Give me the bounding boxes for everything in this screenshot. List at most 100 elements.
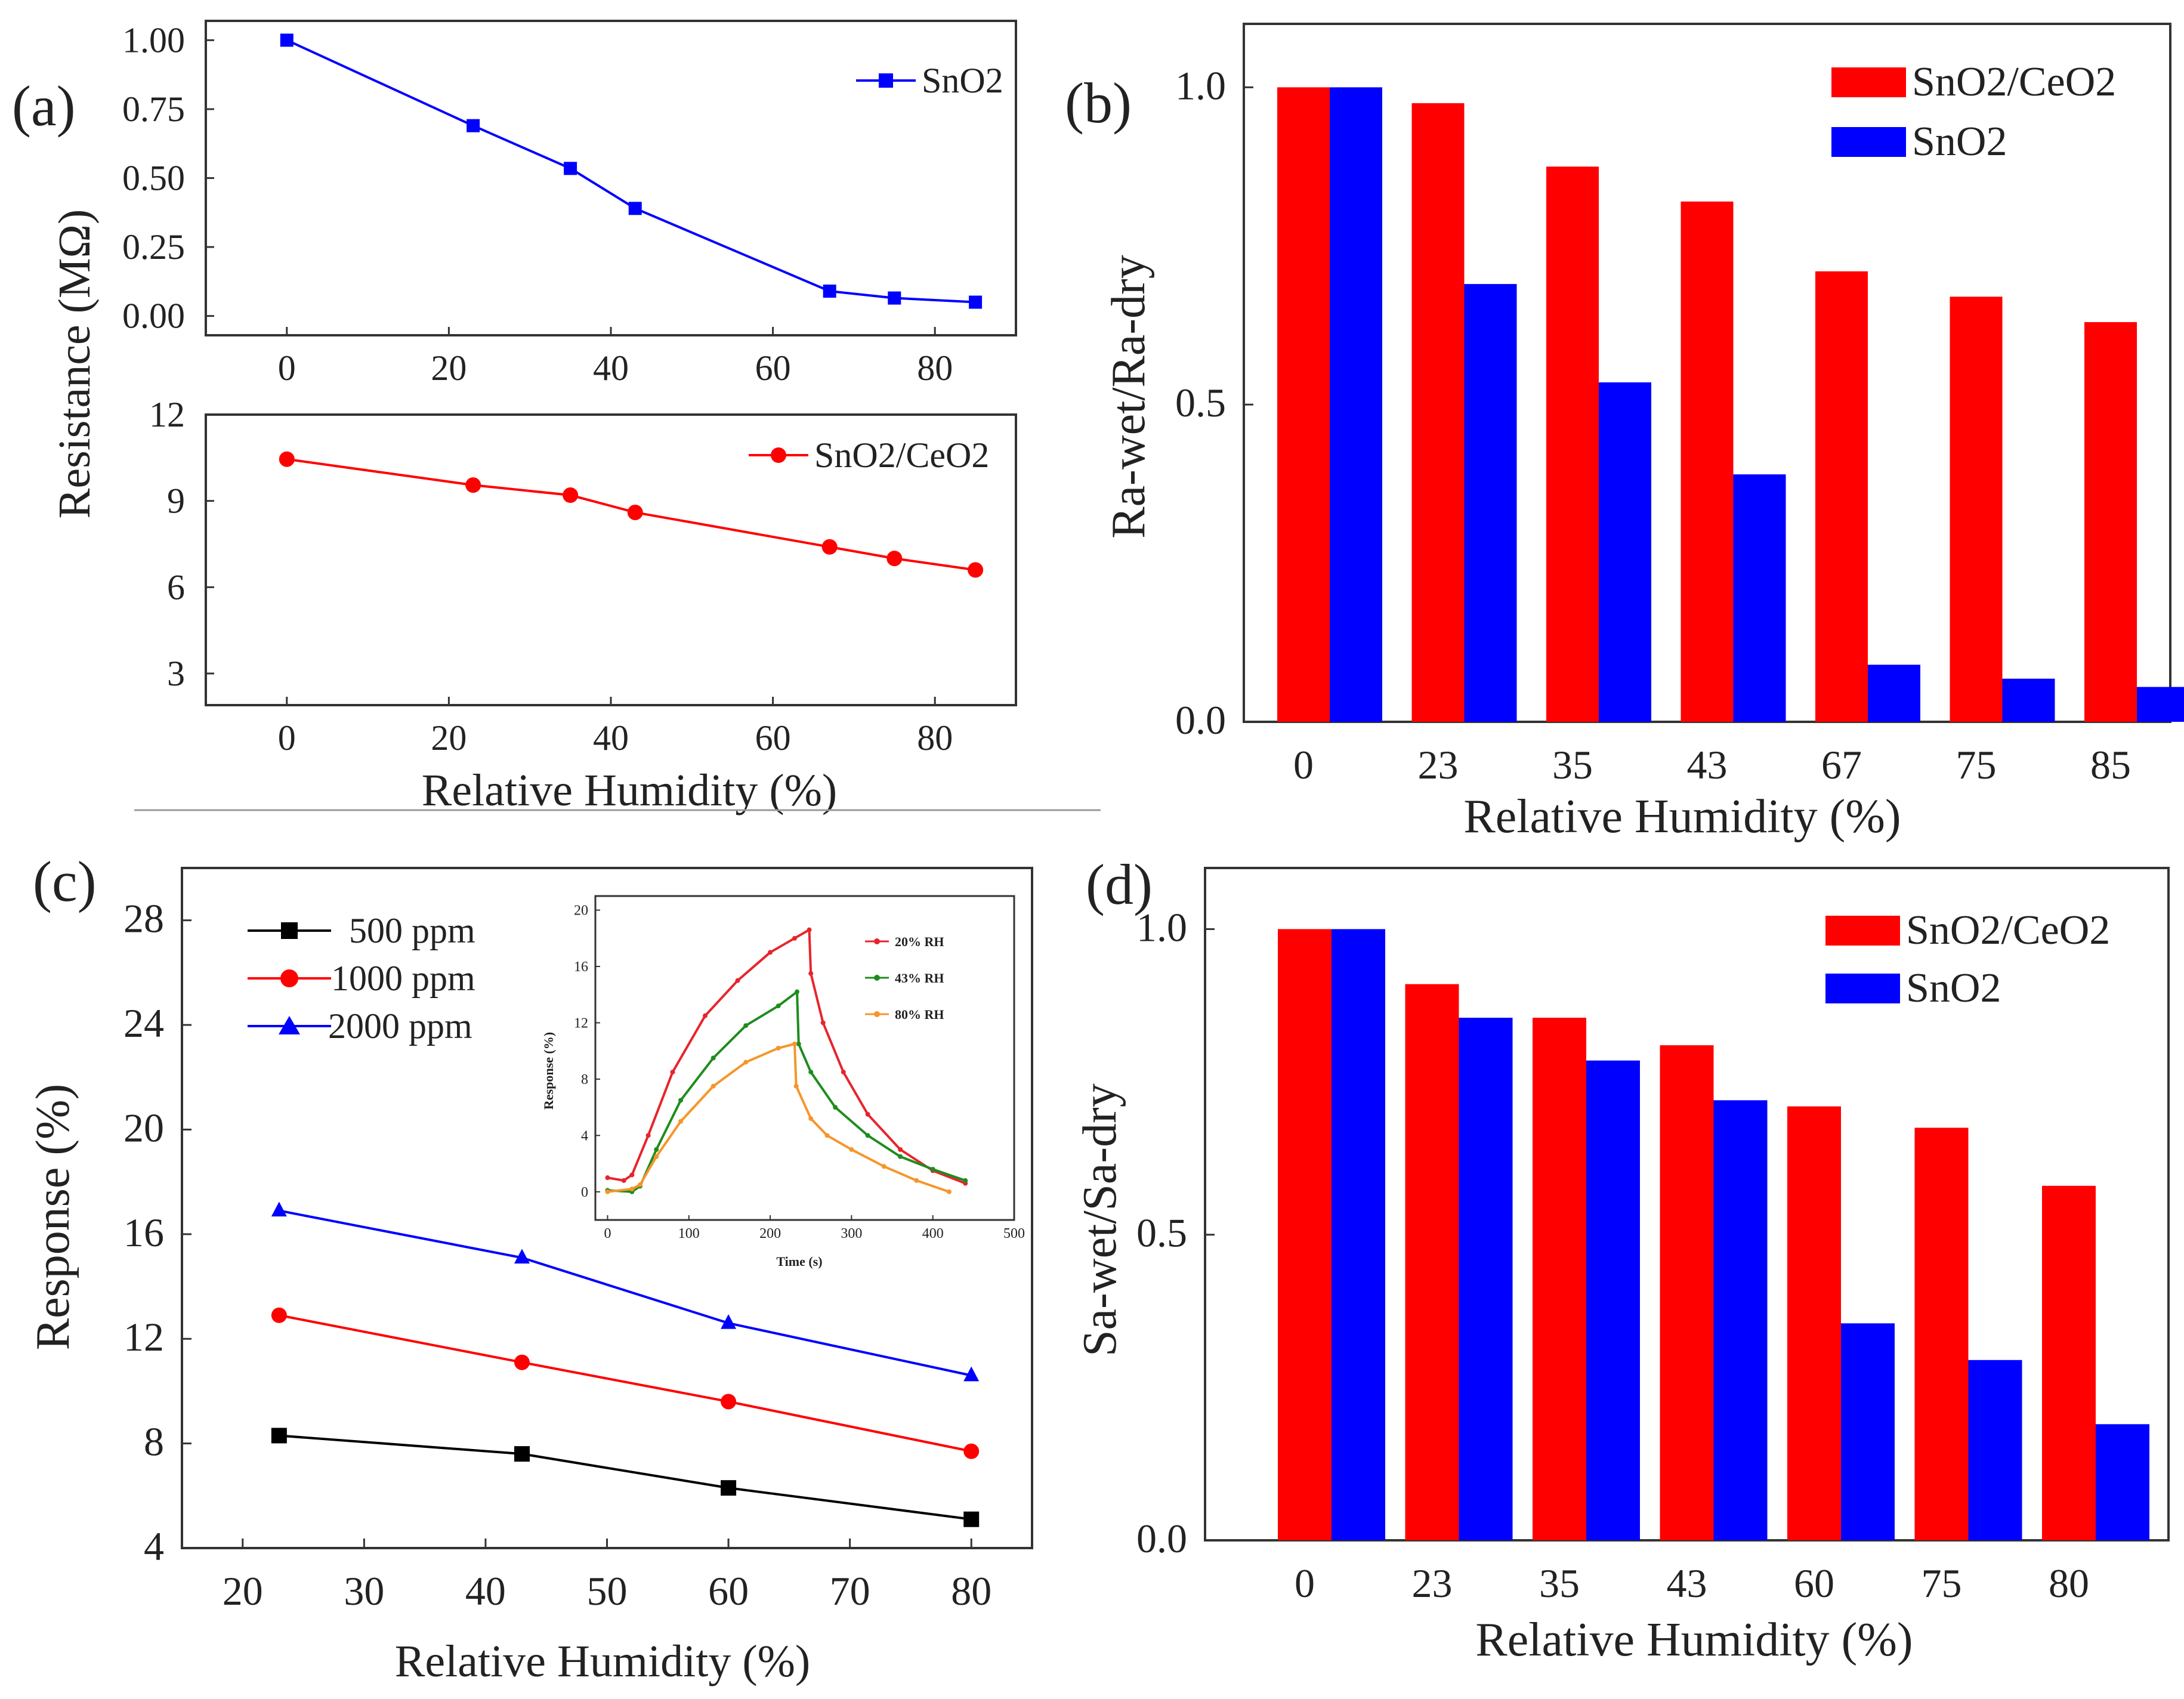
a0-ytick-label: 1.00 xyxy=(122,20,185,60)
inset-ytick-label: 0 xyxy=(581,1185,588,1200)
a1-ytick-label: 9 xyxy=(167,481,185,521)
c-2000 ppm-point xyxy=(514,1249,530,1264)
d-xtick-label: 0 xyxy=(1295,1561,1315,1606)
inset-line-43% RH xyxy=(607,990,966,1193)
d-bar-sno2-ceo2 xyxy=(1914,1127,1969,1540)
inset-point-43% RH xyxy=(963,1178,968,1183)
a0-SnO2-point xyxy=(823,285,836,298)
inset-ytick-label: 8 xyxy=(581,1072,588,1088)
a1-xtick-label: 20 xyxy=(431,718,467,758)
c-500 ppm-line xyxy=(279,1434,972,1521)
inset-point-20% RH xyxy=(841,1070,846,1075)
inset-point-80% RH xyxy=(637,1182,642,1187)
panel-c-legend: 500 ppm 1000 ppm 2000 ppm xyxy=(248,911,475,1046)
c-xtick-label: 60 xyxy=(708,1568,749,1614)
inset-point-43% RH xyxy=(808,1070,814,1075)
panel-a-bottom-legend: SnO2/CeO2 xyxy=(749,435,989,475)
d-bar-sno2 xyxy=(2096,1424,2149,1540)
d-xtick-label: 35 xyxy=(1539,1561,1580,1606)
inset-point-20% RH xyxy=(808,971,814,976)
a0-SnO2-point xyxy=(628,202,642,215)
d-bar-sno2-ceo2 xyxy=(2042,1185,2096,1540)
a0-xtick-label: 0 xyxy=(278,348,296,388)
legend-text-sno2: SnO2 xyxy=(1906,965,2001,1011)
legend-marker-sno2 xyxy=(879,73,893,88)
legend-text-sno2: SnO2 xyxy=(1912,119,2007,165)
b-ytick-label: 0.0 xyxy=(1175,697,1226,743)
inset-point-43% RH xyxy=(711,1055,716,1061)
inset-point-80% RH xyxy=(914,1178,919,1183)
a1-xtick-label: 40 xyxy=(593,718,629,758)
d-bar-sno2 xyxy=(1459,1018,1513,1540)
panel-a-top-legend: SnO2 xyxy=(856,61,1003,100)
inset-legend-text-43: 43% RH xyxy=(895,971,944,986)
d-ytick-label: 0.5 xyxy=(1136,1210,1187,1256)
d-bar-sno2-ceo2 xyxy=(1533,1018,1586,1540)
d-bar-sno2 xyxy=(1332,929,1385,1540)
legend-marker-1000 xyxy=(280,969,298,987)
panel-a-top-plot: 0 20 40 60 80 0.00 0.25 0.50 0.75 1.00 SnO2 xyxy=(122,20,1017,388)
d-bar-sno2 xyxy=(1586,1060,1640,1540)
panel-b: (b) 0 23 35 43 67 75 85 0.0 0.5 1.0 SnO2/CeO2 SnO… xyxy=(1065,23,2184,843)
inset-ytick-label: 4 xyxy=(581,1128,588,1144)
legend-swatch-sno2-ceo2 xyxy=(1825,916,1900,946)
inset-xtick-label: 300 xyxy=(841,1226,862,1241)
inset-point-20% RH xyxy=(807,927,812,932)
panel-c-inset: 0 100 200 300 400 500 0 4 8 12 16 20 20% RH 43% RH … xyxy=(541,895,1025,1269)
c-2000 ppm-line xyxy=(279,1209,972,1377)
inset-xtick-label: 200 xyxy=(759,1226,781,1241)
inset-point-20% RH xyxy=(629,1172,635,1178)
b-xtick-label: 75 xyxy=(1956,742,1997,787)
inset-ytick-label: 20 xyxy=(574,903,588,919)
inset-point-80% RH xyxy=(946,1189,952,1194)
inset-point-80% RH xyxy=(808,1116,814,1122)
panel-c-xlabel: Relative Humidity (%) xyxy=(395,1636,811,1686)
inset-point-43% RH xyxy=(796,1041,801,1046)
a1-SnO2/CeO2-point xyxy=(821,539,838,555)
a0-ytick-label: 0.50 xyxy=(122,159,185,198)
legend-text-1000: 1000 ppm xyxy=(331,959,475,998)
a0-SnO2-point xyxy=(888,291,901,305)
inset-point-20% RH xyxy=(898,1147,903,1152)
c-500 ppm-point xyxy=(514,1446,530,1462)
c-xtick-label: 40 xyxy=(465,1568,506,1614)
panel-d-legend: SnO2/CeO2 SnO2 xyxy=(1825,907,2110,1011)
d-bar-sno2 xyxy=(1713,1100,1768,1540)
b-bar-sno2-ceo2 xyxy=(1681,201,1734,722)
d-bar-sno2-ceo2 xyxy=(1660,1045,1714,1540)
c-1000 ppm-point xyxy=(963,1443,980,1459)
inset-point-80% RH xyxy=(678,1119,684,1124)
a0-ytick-label: 0.75 xyxy=(122,89,185,129)
panel-a-bottom-plot: 0 20 40 60 80 3 6 9 12 SnO2/CeO2 xyxy=(149,395,1017,758)
legend-marker-2000 xyxy=(279,1016,300,1034)
legend-text-sno2-ceo2: SnO2/CeO2 xyxy=(1906,907,2110,953)
a1-ytick-label: 3 xyxy=(167,654,185,693)
a0-ytick-label: 0.00 xyxy=(122,296,185,336)
b-bar-sno2-ceo2 xyxy=(2084,322,2137,722)
d-bar-sno2-ceo2 xyxy=(1405,984,1459,1540)
c-1000 ppm-point xyxy=(514,1354,530,1370)
legend-text-2000: 2000 ppm xyxy=(328,1006,472,1046)
panel-d-xlabel: Relative Humidity (%) xyxy=(1475,1614,1913,1666)
a0-xtick-label: 40 xyxy=(593,348,629,388)
panel-b-label: (b) xyxy=(1065,71,1132,135)
inset-legend-marker-43 xyxy=(874,975,880,981)
legend-marker-sno2-ceo2 xyxy=(771,447,786,463)
c-2000 ppm-point xyxy=(271,1201,287,1217)
inset-point-80% RH xyxy=(743,1059,749,1065)
a0-xtick-label: 60 xyxy=(755,348,791,388)
c-ytick-label: 20 xyxy=(123,1105,164,1150)
a1-SnO2/CeO2-point xyxy=(886,551,903,567)
c-500 ppm-point xyxy=(963,1511,980,1527)
legend-swatch-sno2 xyxy=(1831,127,1906,157)
a1-SnO2/CeO2-point xyxy=(627,504,643,520)
inset-point-20% RH xyxy=(605,1175,610,1181)
b-bar-sno2-ceo2 xyxy=(1411,103,1465,722)
a0-xtick-label: 80 xyxy=(917,348,953,388)
a1-xtick-label: 80 xyxy=(917,718,953,758)
b-bar-sno2-ceo2 xyxy=(1277,87,1330,722)
b-bar-sno2-ceo2 xyxy=(1546,166,1599,722)
inset-point-20% RH xyxy=(820,1020,826,1025)
